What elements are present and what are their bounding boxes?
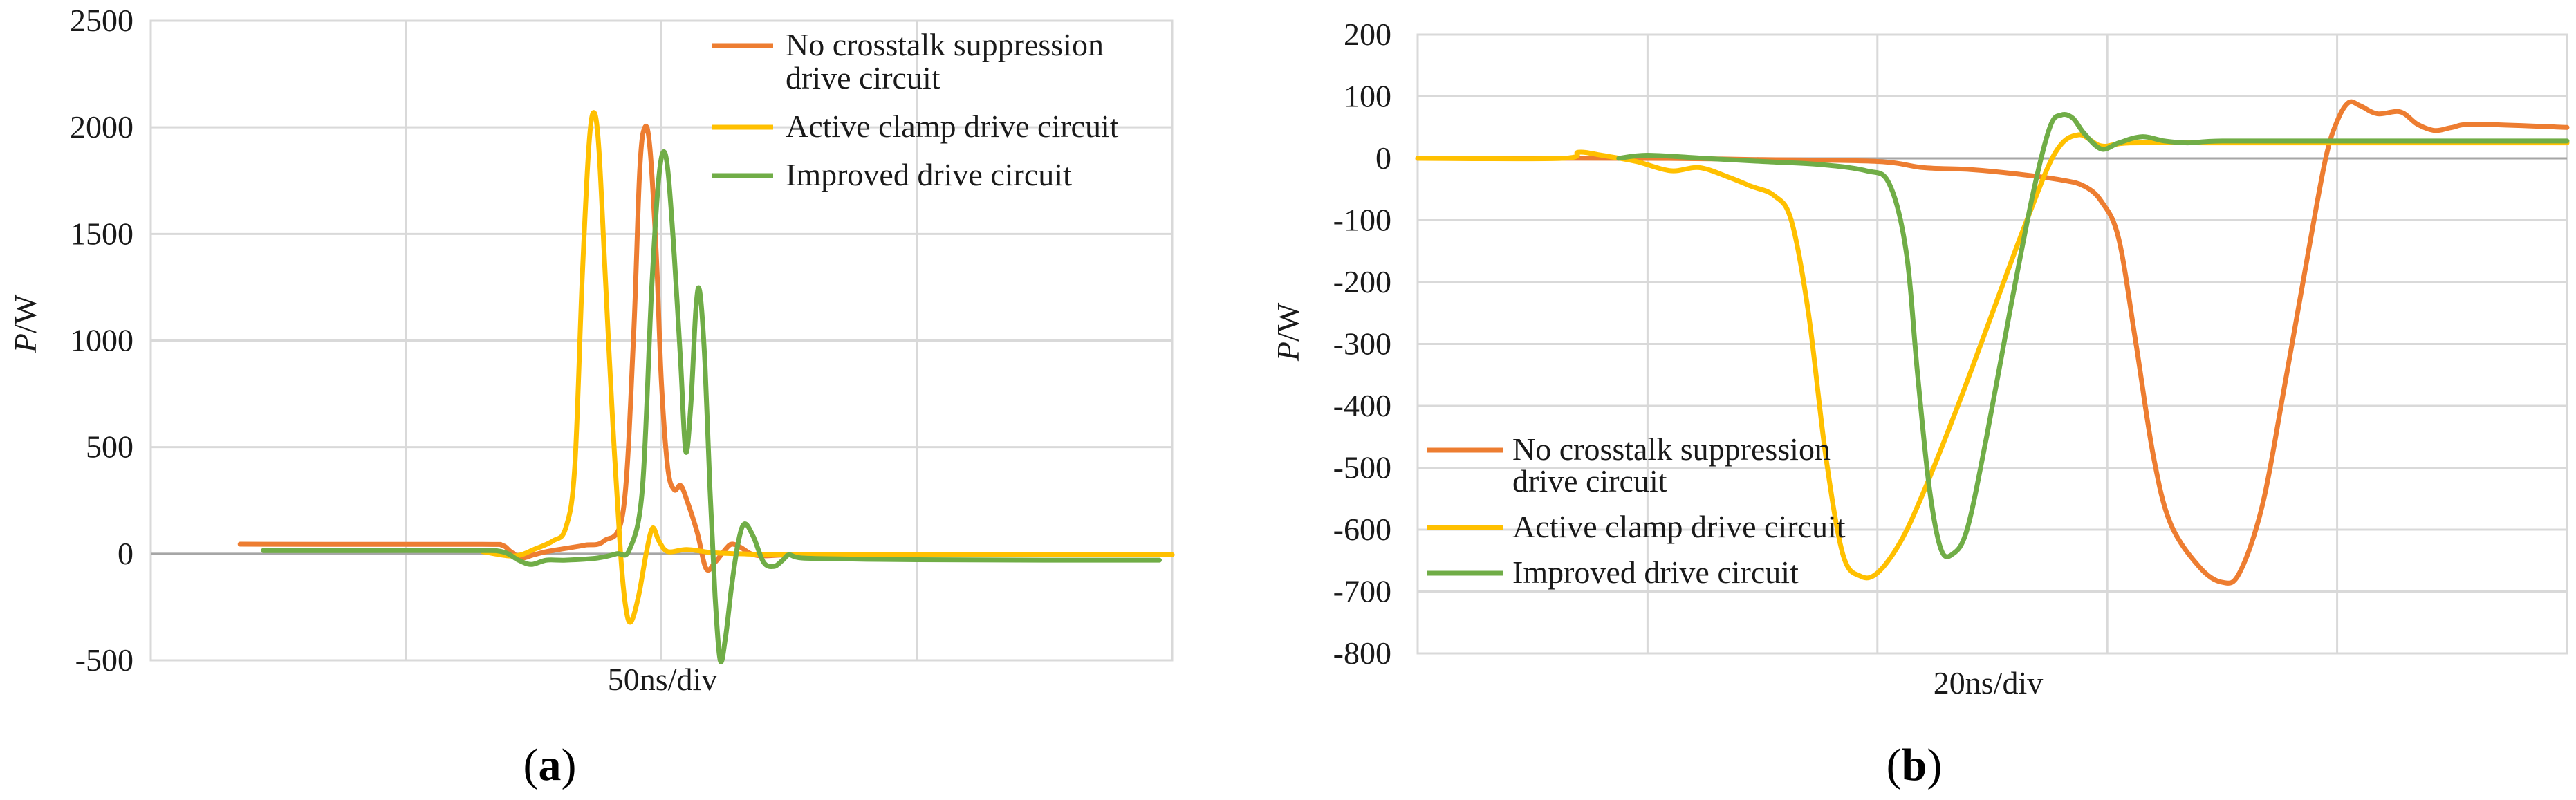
chart-b-legend-label: No crosstalk suppression <box>1512 431 1831 467</box>
chart-b-y-tick-label: -100 <box>1333 203 1391 238</box>
chart-a-series <box>237 110 1175 664</box>
chart-b-legend-item: Active clamp drive circuit <box>1427 509 1846 544</box>
chart-b-y-axis-label-symbol: P <box>1270 342 1306 362</box>
chart-b-y-tick-label: 0 <box>1375 140 1391 176</box>
chart-a-x-axis-label: 50ns/div <box>608 662 717 697</box>
panel-label-b: (b) <box>1887 740 1943 790</box>
panel-label-b-letter: b <box>1902 740 1927 790</box>
chart-b-plot-frame <box>1416 33 2568 655</box>
chart-b-legend-item: Improved drive circuit <box>1427 555 1799 590</box>
chart-a-series-line-2 <box>480 110 1175 625</box>
chart-a-y-axis-label: P/W <box>8 294 43 353</box>
chart-b-legend-label: Active clamp drive circuit <box>1512 509 1846 544</box>
chart-b-legend-label: drive circuit <box>1512 463 1667 499</box>
panel-label-a-open: ( <box>523 740 539 790</box>
chart-b-y-tick-label: -500 <box>1333 450 1391 485</box>
chart-b-y-axis-label-unit: /W <box>1270 302 1306 342</box>
chart-b-y-ticks: 200 100 0 -100 -200 -300 -400 -500 -600 -700 -800 <box>1333 17 1391 671</box>
chart-b-y-axis-label: P/W <box>1270 302 1306 362</box>
chart-a-series-line-3 <box>261 149 1162 664</box>
chart-a-legend-item: Improved drive circuit <box>712 157 1072 192</box>
chart-a-y-tick-label: 2000 <box>70 109 133 145</box>
panel-label-a: (a) <box>523 740 577 790</box>
panel-label-a-close: ) <box>562 740 577 790</box>
chart-b-y-tick-label: 200 <box>1344 17 1391 52</box>
chart-b-y-tick-label: -400 <box>1333 388 1391 423</box>
chart-b-y-tick-label: -300 <box>1333 326 1391 362</box>
panel-label-a-letter: a <box>539 740 562 790</box>
chart-panel-b: 2001000-100-200-300-400-500-600-700-800 … <box>1270 17 2570 790</box>
chart-b-y-tick-label: -200 <box>1333 264 1391 299</box>
chart-b-y-tick-label: -800 <box>1333 635 1391 671</box>
chart-a-y-tick-label: 1000 <box>70 323 133 358</box>
chart-b-series-line-3 <box>1616 111 2570 559</box>
chart-a-legend-label: Active clamp drive circuit <box>786 109 1119 144</box>
chart-a-legend-label: No crosstalk suppression <box>786 27 1104 62</box>
chart-a-legend-label: drive circuit <box>786 60 940 95</box>
panel-label-b-close: ) <box>1927 740 1942 790</box>
chart-a-y-tick-label: 1500 <box>70 216 133 251</box>
chart-a-y-tick-label: -500 <box>75 642 133 678</box>
chart-a-y-tick-label: 0 <box>118 536 133 571</box>
chart-a-y-tick-label: 500 <box>86 429 133 465</box>
chart-b-y-tick-label: -700 <box>1333 574 1391 609</box>
chart-a-y-axis-label-unit: /W <box>8 294 43 333</box>
chart-a-legend-label: Improved drive circuit <box>786 157 1072 192</box>
chart-a-y-tick-label: 2500 <box>70 3 133 38</box>
chart-b-x-axis-label: 20ns/div <box>1934 665 2043 700</box>
chart-panel-a: 2500 2000 1500 1000 500 0 -500 P/W 50ns/div No… <box>8 3 1175 790</box>
chart-b-y-tick-label: -600 <box>1333 512 1391 547</box>
chart-b-series <box>1415 99 2570 586</box>
chart-a-y-axis-label-symbol: P <box>8 333 43 353</box>
chart-b-legend-label: Improved drive circuit <box>1512 555 1799 590</box>
chart-a-y-ticks: 2500 2000 1500 1000 500 0 -500 <box>70 3 133 678</box>
chart-b-series-line-1 <box>1415 99 2570 586</box>
chart-a-legend-item: Active clamp drive circuit <box>712 109 1119 144</box>
chart-a-plot-frame <box>149 19 1174 662</box>
chart-b-y-tick-label: 100 <box>1344 79 1391 114</box>
panel-label-b-open: ( <box>1887 740 1902 790</box>
